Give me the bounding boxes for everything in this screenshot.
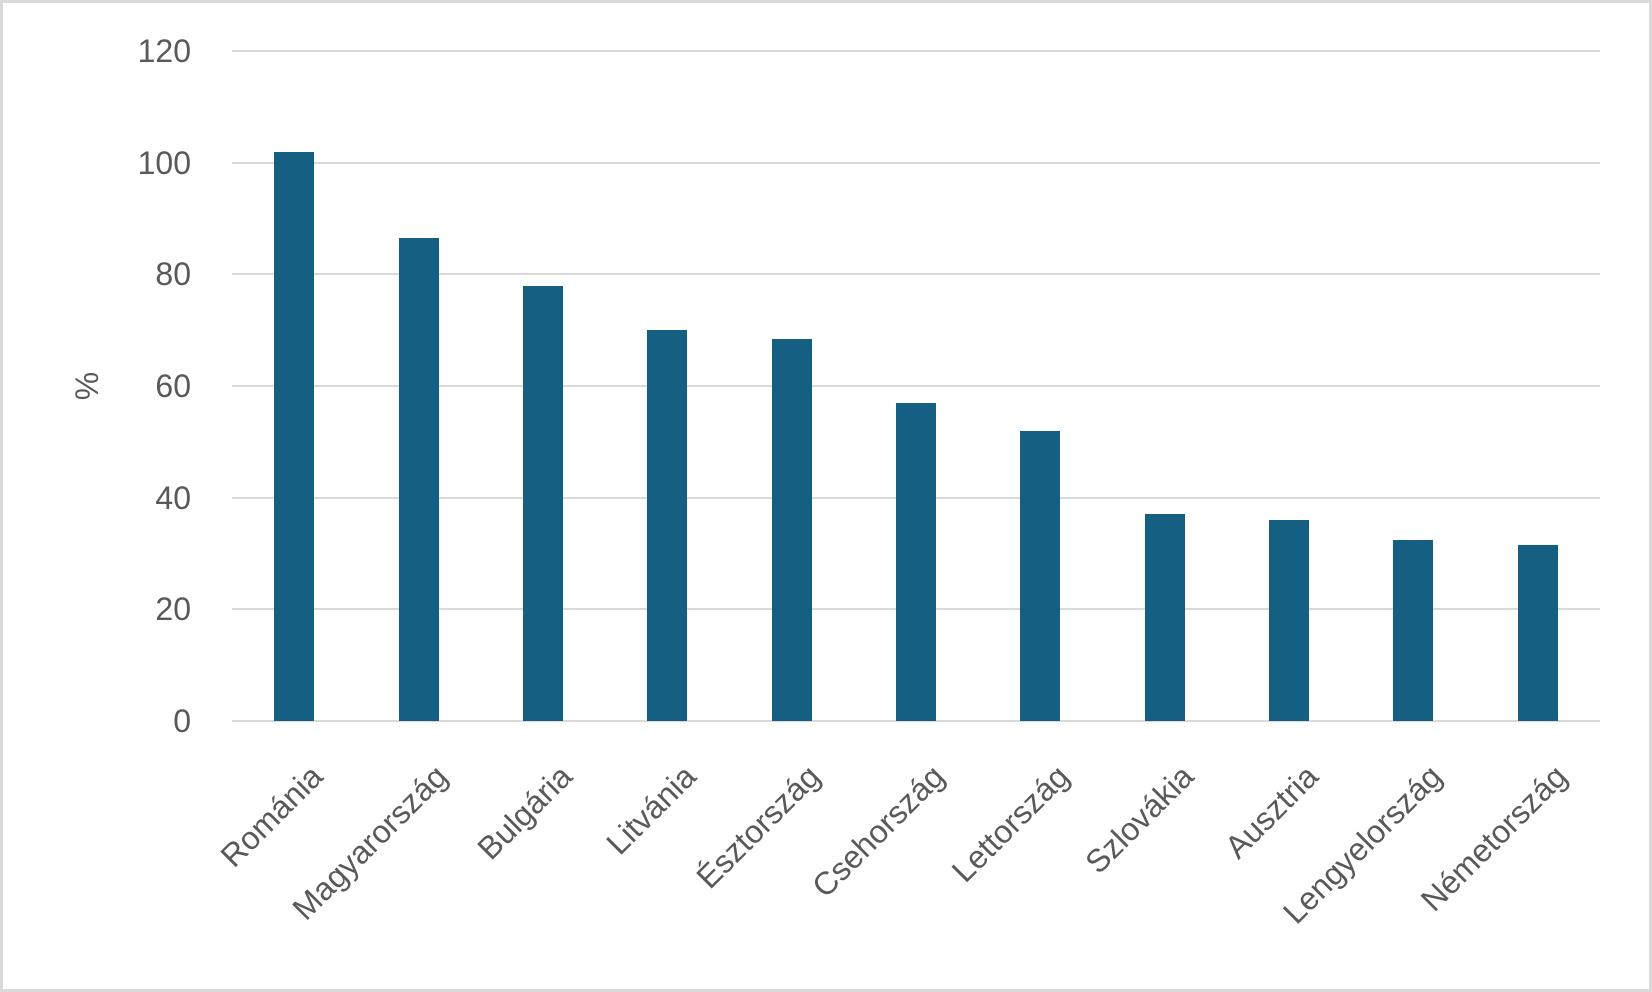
y-axis-title: % [69, 371, 105, 401]
bar [1517, 545, 1558, 721]
y-tick-label: 100 [137, 144, 191, 181]
bar [1020, 430, 1061, 721]
bar [398, 238, 439, 721]
y-tick-label: 40 [155, 479, 191, 516]
y-tick-label: 0 [173, 703, 191, 739]
x-category-label: Lettország [944, 758, 1076, 890]
x-category-label: Litvánia [599, 758, 703, 862]
bar [274, 151, 315, 721]
y-tick-label: 60 [155, 368, 191, 404]
y-tick-label: 80 [155, 256, 191, 293]
x-category-label: Ausztria [1217, 758, 1325, 866]
bar [647, 330, 688, 721]
bar [1144, 514, 1185, 721]
y-tick-label: 20 [155, 591, 191, 628]
gridline [232, 50, 1600, 52]
bar [896, 402, 936, 721]
x-axis-line [232, 720, 1600, 722]
bar [522, 285, 563, 721]
x-category-label: Észtország [689, 758, 828, 896]
bar [771, 338, 812, 721]
gridline [232, 161, 1600, 164]
bar [1393, 539, 1434, 721]
x-category-label: Csehország [805, 758, 952, 905]
x-category-label: Szlovákia [1077, 758, 1201, 881]
x-category-label: Románia [213, 758, 330, 875]
bar [1269, 520, 1310, 721]
x-category-label: Bulgária [469, 758, 579, 867]
gridline [232, 385, 1600, 387]
gridline [232, 273, 1600, 276]
y-tick-label: 120 [137, 33, 191, 69]
